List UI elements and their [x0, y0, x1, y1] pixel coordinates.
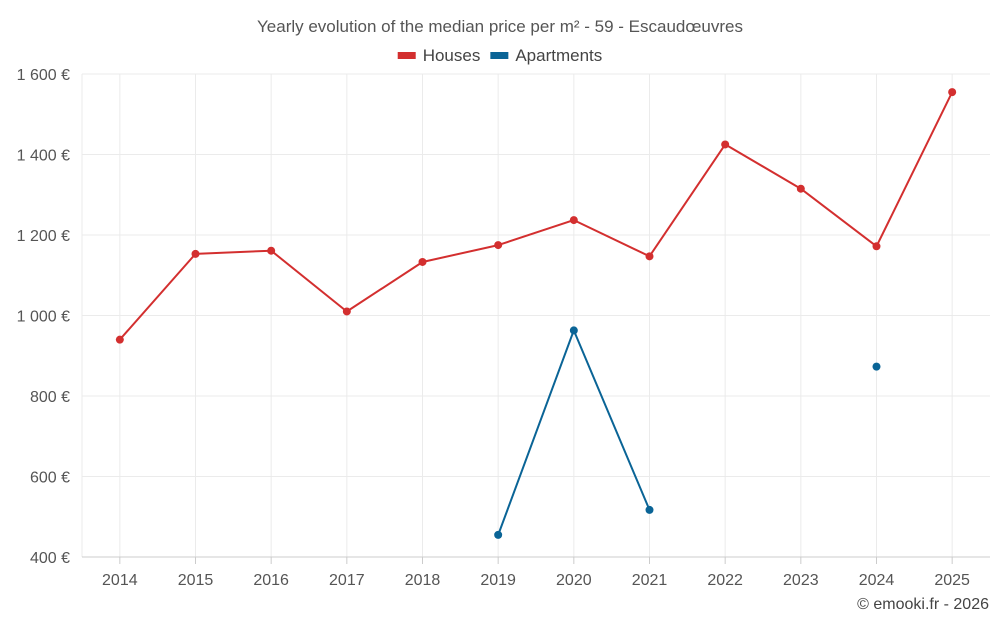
data-point[interactable]: [569, 326, 578, 335]
data-point[interactable]: [721, 140, 730, 149]
chart-title: Yearly evolution of the median price per…: [257, 17, 743, 36]
legend-item-houses[interactable]: Houses: [397, 46, 481, 65]
legend-swatch: [397, 52, 416, 59]
x-tick-label: 2024: [859, 572, 895, 589]
data-point[interactable]: [494, 530, 503, 539]
x-tick-label: 2016: [253, 572, 289, 589]
data-point[interactable]: [267, 246, 276, 255]
data-point[interactable]: [191, 249, 200, 258]
data-point[interactable]: [342, 307, 351, 316]
y-tick-label: 600 €: [30, 470, 70, 487]
series-line: [119, 91, 954, 341]
data-point[interactable]: [494, 241, 503, 250]
x-tick-label: 2020: [556, 572, 592, 589]
data-point[interactable]: [645, 505, 654, 514]
legend-swatch: [490, 52, 509, 59]
y-tick-label: 1 400 €: [17, 148, 70, 165]
y-tick-label: 1 600 €: [17, 67, 70, 84]
x-tick-label: 2014: [102, 572, 138, 589]
x-tick-label: 2022: [707, 572, 743, 589]
series-apartments: [494, 326, 881, 539]
x-tick-label: 2025: [934, 572, 970, 589]
x-tick-label: 2018: [405, 572, 441, 589]
data-point[interactable]: [115, 335, 124, 344]
data-point[interactable]: [872, 362, 881, 371]
x-tick-label: 2023: [783, 572, 819, 589]
y-tick-label: 1 000 €: [17, 309, 70, 326]
y-tick-label: 1 200 €: [17, 228, 70, 245]
axes: 400 € 600 € 800 € 1 000 € 1 200 € 1 400 € 1 60…: [17, 67, 990, 589]
legend-label: Houses: [423, 46, 481, 65]
data-point[interactable]: [948, 88, 957, 97]
series-houses: [115, 88, 957, 344]
legend: Houses Apartments: [397, 46, 602, 65]
data-point[interactable]: [418, 257, 427, 266]
x-tick-label: 2015: [178, 572, 214, 589]
data-point[interactable]: [872, 242, 881, 251]
y-tick-label: 800 €: [30, 389, 70, 406]
grid: [81, 73, 990, 557]
x-tick-label: 2017: [329, 572, 365, 589]
data-point[interactable]: [645, 252, 654, 261]
data-point[interactable]: [569, 216, 578, 225]
x-tick-label: 2019: [480, 572, 516, 589]
y-tick-label: 400 €: [30, 550, 70, 567]
legend-item-apartments[interactable]: Apartments: [490, 46, 602, 65]
x-tick-label: 2021: [632, 572, 668, 589]
series-layer: [115, 88, 957, 539]
legend-label: Apartments: [515, 46, 602, 65]
data-point[interactable]: [796, 184, 805, 193]
credit-text: © emooki.fr - 2026: [857, 596, 989, 613]
